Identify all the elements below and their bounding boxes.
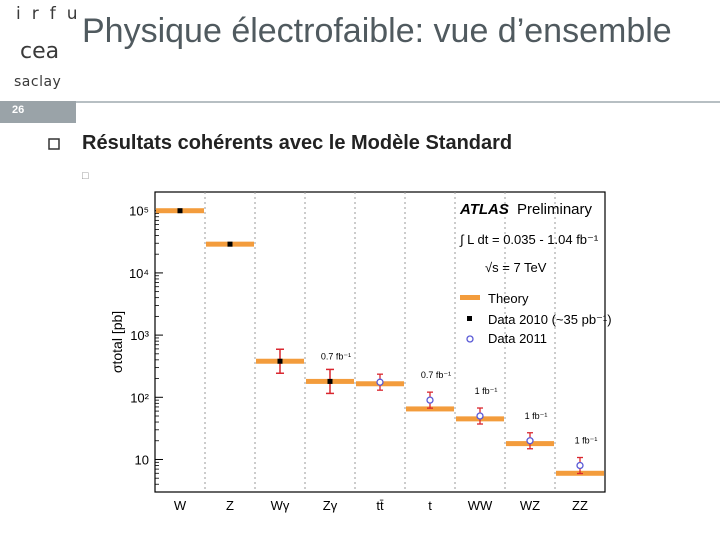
svg-text:cea: cea bbox=[20, 39, 59, 64]
data-2010-point bbox=[227, 241, 233, 247]
sub-bullet-icon: □ bbox=[82, 170, 89, 182]
x-tick-label: t bbox=[428, 498, 432, 513]
legend-luminosity: ∫ L dt = 0.035 - 1.04 fb⁻¹ bbox=[459, 232, 599, 247]
theory-band bbox=[406, 406, 454, 412]
legend-data2010-label: Data 2010 (~35 pb⁻¹) bbox=[488, 312, 612, 327]
slide-number: 26 bbox=[12, 104, 25, 116]
data-2010-point bbox=[277, 358, 283, 364]
x-tick-label: ZZ bbox=[572, 498, 588, 513]
luminosity-label: 1 fb⁻¹ bbox=[575, 436, 598, 446]
slide-number-bar: 26 bbox=[0, 101, 76, 123]
x-tick-label: W bbox=[174, 498, 187, 513]
data-2011-point bbox=[376, 378, 384, 386]
irfu-logo: irfu bbox=[16, 4, 89, 24]
data-2010-point bbox=[327, 378, 333, 384]
data-2011-point bbox=[576, 461, 584, 470]
x-tick-label: Z bbox=[226, 498, 234, 513]
y-tick-label: 10⁵ bbox=[129, 204, 149, 219]
x-tick-label: WW bbox=[468, 498, 493, 513]
cea-logo-icon: cea bbox=[20, 39, 59, 64]
x-tick-label: Zγ bbox=[323, 498, 338, 513]
bullet-text-1: Résultats cohérents avec le Modèle Stand… bbox=[82, 132, 513, 154]
data-2011-point bbox=[526, 437, 534, 445]
legend-theory-swatch bbox=[460, 295, 480, 300]
luminosity-label: 0.7 fb⁻¹ bbox=[321, 351, 351, 361]
square-bullet-icon bbox=[48, 138, 60, 150]
x-tick-label: Wγ bbox=[271, 498, 290, 513]
data-2011-point bbox=[426, 396, 434, 404]
legend-data2011-swatch bbox=[466, 335, 474, 343]
x-tick-label: WZ bbox=[520, 498, 540, 513]
y-tick-label: 10⁴ bbox=[129, 266, 149, 281]
legend-preliminary: Preliminary bbox=[517, 201, 593, 218]
legend-data2010-swatch bbox=[467, 316, 472, 321]
luminosity-label: 0.7 fb⁻¹ bbox=[421, 370, 451, 380]
legend-energy: √s = 7 TeV bbox=[485, 260, 547, 275]
legend-atlas: ATLAS bbox=[459, 201, 509, 218]
y-tick-label: 10 bbox=[135, 452, 149, 467]
x-tick-label: tt̄ bbox=[376, 498, 384, 513]
data-2011-point bbox=[476, 412, 484, 420]
saclay-logo: saclay bbox=[14, 74, 62, 90]
luminosity-label: 1 fb⁻¹ bbox=[525, 411, 548, 421]
y-tick-label: 10² bbox=[130, 390, 149, 405]
legend-data2011-label: Data 2011 bbox=[488, 331, 547, 346]
y-tick-label: 10³ bbox=[130, 328, 149, 343]
y-axis-label: σtotal [pb] bbox=[109, 311, 125, 373]
luminosity-label: 1 fb⁻¹ bbox=[475, 386, 498, 396]
title-divider bbox=[76, 101, 720, 103]
legend-theory-label: Theory bbox=[488, 291, 529, 306]
data-2010-point bbox=[177, 208, 183, 214]
plot-frame bbox=[154, 191, 606, 493]
slide-title: Physique électrofaible: vue d’ensemble bbox=[82, 12, 672, 50]
sidebar-logos: irfu cea saclay bbox=[0, 0, 77, 540]
